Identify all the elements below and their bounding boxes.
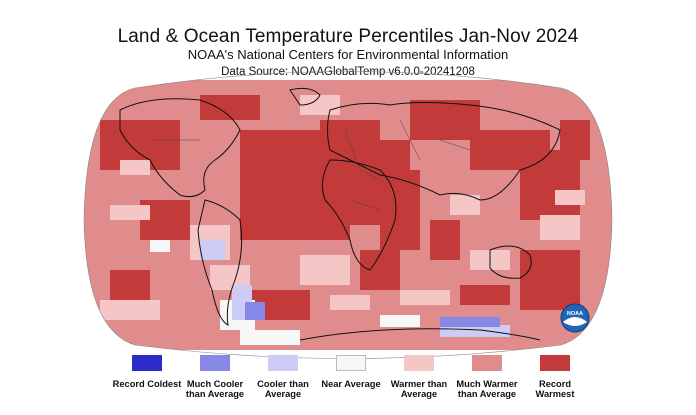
much-cooler-regions — [245, 302, 500, 327]
map-subtitle: NOAA's National Centers for Environmenta… — [187, 47, 509, 62]
noaa-logo-text: NOAA — [567, 311, 583, 317]
map-frame — [83, 71, 613, 359]
legend-swatch — [472, 355, 502, 371]
legend-swatch — [404, 355, 434, 371]
legend-label: Record Warmest — [535, 379, 575, 399]
near-average-regions — [150, 240, 420, 345]
legend-item-much-warmer: Much Warmer than Average — [452, 355, 522, 399]
legend-label: Warmer than Average — [390, 379, 448, 399]
legend-label: Near Average — [321, 379, 381, 389]
legend-item-record-coldest: Record Coldest — [112, 355, 182, 389]
record-warm-regions — [100, 95, 590, 320]
map-title: Land & Ocean Temperature Percentiles Jan… — [117, 26, 579, 47]
warmer-regions — [100, 95, 585, 320]
legend-item-record-warmest: Record Warmest — [520, 355, 590, 399]
legend-swatch — [540, 355, 570, 371]
legend-swatch — [200, 355, 230, 371]
legend-swatch — [132, 355, 162, 371]
legend-item-cooler: Cooler than Average — [248, 355, 318, 399]
legend-item-much-cooler: Much Cooler than Average — [180, 355, 250, 399]
legend-label: Much Cooler than Average — [185, 379, 245, 399]
coastlines — [119, 87, 561, 341]
data-source-note: Data Source: NOAAGlobalTemp v6.0.0-20241… — [221, 66, 475, 78]
legend-swatch — [268, 355, 298, 371]
cooler-regions — [200, 240, 510, 337]
noaa-logo-icon: NOAA — [560, 303, 590, 333]
legend-label: Much Warmer than Average — [456, 379, 518, 399]
percentile-grid — [84, 80, 612, 350]
legend-label: Cooler than Average — [257, 379, 309, 399]
legend-item-warmer: Warmer than Average — [384, 355, 454, 399]
legend-label: Record Coldest — [112, 379, 182, 389]
country-borders — [150, 119, 471, 211]
legend-swatch — [336, 355, 366, 371]
legend: Record Coldest Much Cooler than Average … — [112, 355, 587, 413]
legend-item-near-average: Near Average — [316, 355, 386, 389]
